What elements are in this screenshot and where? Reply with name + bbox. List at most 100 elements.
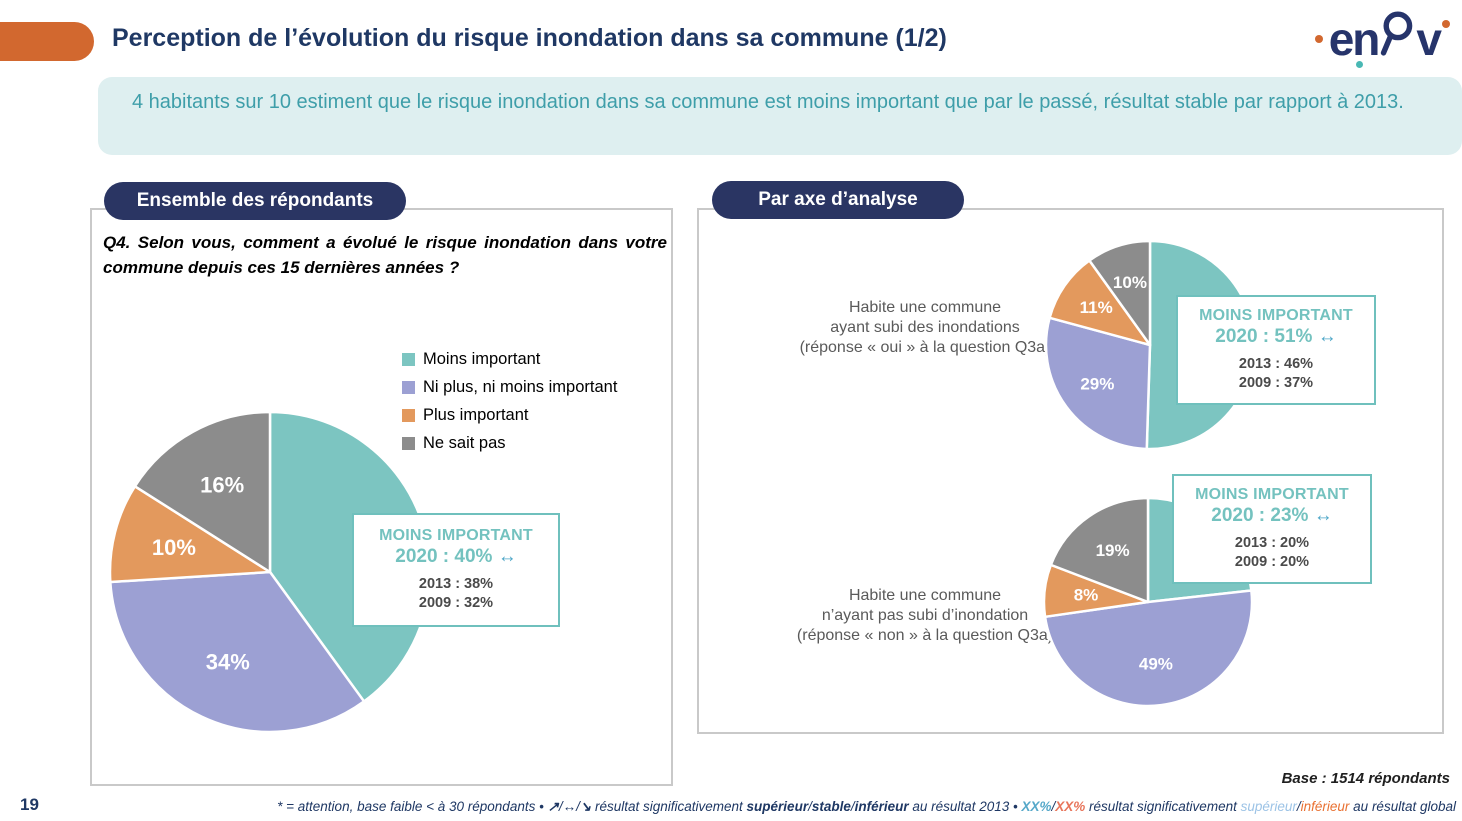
pie-slice-label: 34% <box>206 649 250 674</box>
page-title: Perception de l’évolution du risque inon… <box>112 24 947 52</box>
pie-slice-plus-important <box>108 485 272 584</box>
footnote-part: stable <box>811 799 851 814</box>
footnote-part: au résultat 2013 • <box>908 799 1022 814</box>
callout-current-value: 2020 : 51% <box>1215 326 1313 347</box>
callout-history: 2013 : 46% 2009 : 37% <box>1239 355 1313 393</box>
pie-slice-label: 10% <box>152 535 196 560</box>
pie-slice-plus-important <box>1048 259 1152 347</box>
callout-current-value: 2020 : 23% <box>1211 505 1309 526</box>
stable-arrow-icon: ↔ <box>1313 505 1333 526</box>
callout-history: 2013 : 20% 2009 : 20% <box>1235 534 1309 572</box>
footnote-part: / <box>850 799 855 814</box>
legend-swatch <box>402 353 415 366</box>
callout-2009: 2009 : 32% <box>418 595 494 611</box>
pie-slice-label: 11% <box>1080 298 1113 317</box>
callout-2013: 2013 : 20% <box>1234 535 1310 551</box>
panel-axes-header: Par axe d’analyse <box>712 181 964 219</box>
pie-slice-ne-sait-pas <box>1088 239 1152 347</box>
footnote-part: / <box>1296 799 1301 814</box>
enov-logo: e n v <box>1314 8 1450 70</box>
legend-item: Moins important <box>402 350 617 369</box>
group2-line1: Habite une commune <box>848 587 1002 604</box>
question-text: Q4. Selon vous, comment a évolué le risq… <box>103 233 667 277</box>
callout-history: 2013 : 38% 2009 : 32% <box>419 575 493 613</box>
legend-swatch <box>402 437 415 450</box>
pie-slice-ne-sait-pas <box>1049 496 1150 604</box>
group-label-inondations-non: Habite une commune n’ayant pas subi d’in… <box>758 586 1092 646</box>
pie-slice-ne-sait-pas <box>133 410 272 574</box>
pie-slice-label: 29% <box>1080 375 1114 394</box>
footnote-part: supérieur <box>1240 799 1297 814</box>
callout-ensemble: MOINS IMPORTANT 2020 : 40% ↔ 2013 : 38% … <box>352 513 560 627</box>
summary-banner: 4 habitants sur 10 estiment que le risqu… <box>98 77 1462 155</box>
legend-item: Ne sait pas <box>402 434 617 453</box>
legend: Moins important Ni plus, ni moins importa… <box>402 350 617 453</box>
footnote-part: inférieur <box>1300 799 1350 814</box>
pie-slice-ni-plus-ni-moins-important <box>109 570 366 734</box>
group1-line3: (réponse « oui » à la question Q3a) <box>799 339 1051 356</box>
group1-line2: ayant subi des inondations <box>830 319 1020 336</box>
group1-line1: Habite une commune <box>848 299 1002 316</box>
pie-slice-ni-plus-ni-moins-important <box>1044 316 1152 451</box>
group2-line3: (réponse « non » à la question Q3a) <box>796 627 1054 644</box>
callout-commune-non: MOINS IMPORTANT 2020 : 23% ↔ 2013 : 20% … <box>1172 474 1372 584</box>
legend-label: Moins important <box>423 350 541 368</box>
footnote-part: XX% <box>1055 799 1086 814</box>
footnote: * = attention, base faible < à 30 répond… <box>200 799 1456 815</box>
callout-commune-oui: MOINS IMPORTANT 2020 : 51% ↔ 2013 : 46% … <box>1176 295 1376 405</box>
pie-chart-ensemble: 34% 10% 16% <box>108 410 432 734</box>
panel-ensemble-header-label: Ensemble des répondants <box>136 190 374 211</box>
panel-axes-header-label: Par axe d’analyse <box>758 189 918 210</box>
callout-2009: 2009 : 37% <box>1238 375 1314 391</box>
legend-label: Plus important <box>423 406 529 424</box>
base-note: Base : 1514 répondants <box>1281 770 1450 787</box>
legend-swatch <box>402 409 415 422</box>
callout-current: 2020 : 40% ↔ <box>395 546 516 568</box>
callout-current: 2020 : 51% ↔ <box>1215 326 1336 348</box>
callout-current: 2020 : 23% ↔ <box>1211 505 1332 527</box>
pie-slice-label: 10% <box>1113 273 1147 292</box>
group-label-inondations-oui: Habite une commune ayant subi des inonda… <box>758 298 1092 358</box>
legend-swatch <box>402 381 415 394</box>
footnote-part: / <box>808 799 812 814</box>
footnote-part: supérieur <box>746 799 809 814</box>
pie-slice-label: 8% <box>1074 586 1099 605</box>
pie-slice-label: 16% <box>200 473 244 498</box>
stable-arrow-icon: ↔ <box>1317 326 1337 347</box>
footnote-part: / <box>558 799 563 814</box>
footnote-part: * = attention, base faible < à 30 répond… <box>277 799 548 814</box>
pie-slice-label: 19% <box>1096 541 1130 560</box>
footnote-part: au résultat global <box>1349 799 1456 814</box>
legend-item: Ni plus, ni moins important <box>402 378 617 397</box>
logo-letter-e: e <box>1328 13 1355 65</box>
logo-letter-n: n <box>1352 12 1380 68</box>
footnote-part: ↔ <box>562 799 577 814</box>
footnote-part: résultat significativement <box>1085 799 1241 814</box>
footnote-part: / <box>1051 799 1056 814</box>
callout-current-value: 2020 : 40% <box>395 546 493 567</box>
callout-heading: MOINS IMPORTANT <box>1195 486 1349 503</box>
footnote-part: inférieur <box>854 799 909 814</box>
callout-2013: 2013 : 38% <box>418 576 494 592</box>
logo-dot-teal <box>1356 61 1364 68</box>
footnote-part: XX% <box>1021 799 1052 814</box>
group2-line2: n’ayant pas subi d’inondation <box>821 607 1029 624</box>
legend-item: Plus important <box>402 406 617 425</box>
pie-slice-label: 49% <box>1139 654 1173 673</box>
logo-dot-left <box>1314 35 1323 43</box>
stable-arrow-icon: ↔ <box>497 546 517 567</box>
panel-ensemble-header: Ensemble des répondants <box>104 182 406 220</box>
footnote-part: / <box>576 799 580 814</box>
page-number: 19 <box>20 795 39 814</box>
callout-heading: MOINS IMPORTANT <box>379 527 533 544</box>
logo-dot-right <box>1442 20 1450 28</box>
footnote-part: résultat significativement <box>591 799 747 814</box>
logo-letter-v: v <box>1416 13 1442 65</box>
accent-tab <box>0 22 94 61</box>
callout-2013: 2013 : 46% <box>1238 356 1314 372</box>
footnote-part: ↗ <box>547 799 559 814</box>
callout-heading: MOINS IMPORTANT <box>1199 307 1353 324</box>
pie-slice-ni-plus-ni-moins-important <box>1043 589 1254 708</box>
legend-label: Ni plus, ni moins important <box>423 378 618 396</box>
footnote-part: ↘ <box>579 799 592 814</box>
